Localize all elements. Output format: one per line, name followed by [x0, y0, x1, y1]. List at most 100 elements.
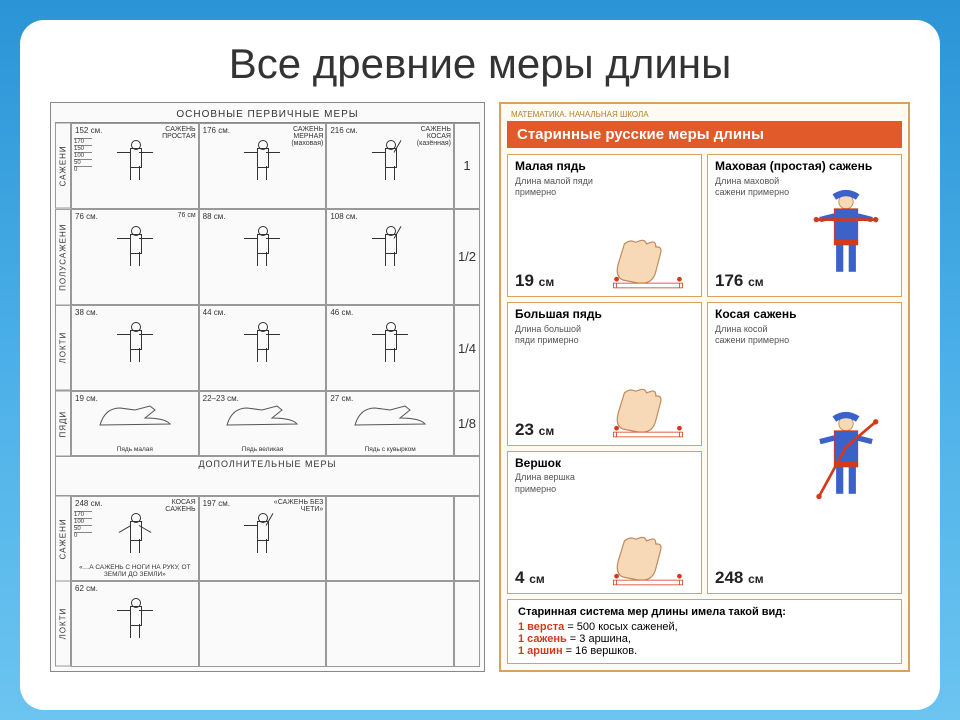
- cell-note: Пядь с кувырком: [329, 446, 451, 453]
- left-extra-header: ДОПОЛНИТЕЛЬНЫЕ МЕРЫ: [55, 456, 480, 496]
- empty-cell: [326, 581, 454, 667]
- slide-card: Все древние меры длины ОСНОВНЫЕ ПЕРВИЧНЫ…: [20, 20, 940, 710]
- figure-icon: [121, 322, 149, 364]
- measure-card: Маховая (простая) сажень Длина маховой с…: [707, 154, 902, 297]
- empty-cell: [454, 581, 480, 667]
- measure-cell: 38 см.: [71, 305, 199, 391]
- figure-icon: [248, 513, 276, 555]
- measure-cell: 27 см. Пядь с кувырком: [326, 391, 454, 457]
- figure-icon: [376, 140, 404, 182]
- cell-measure-sub: САЖЕНЬ КОСАЯ (казённая): [401, 126, 451, 147]
- measure-cell: 44 см.: [199, 305, 327, 391]
- cell-measure-label: 152 см.: [75, 126, 102, 135]
- figure-icon: [121, 598, 149, 640]
- measure-value: 176 см: [715, 271, 794, 291]
- cell-measure-sub: КОСАЯ САЖЕНЬ: [146, 499, 196, 513]
- footer-line: 1 сажень = 3 аршина,: [518, 633, 891, 645]
- measure-cell: 76 см. 76 см: [71, 209, 199, 306]
- poster-left: ОСНОВНЫЕ ПЕРВИЧНЫЕ МЕРЫ САЖЕНИ 152 см. САЖ…: [50, 102, 485, 672]
- measure-cell: 22–23 см.Пядь великая: [199, 391, 327, 457]
- row-label: ПОЛУСАЖЕНИ: [55, 209, 71, 306]
- measure-card: Малая пядь Длина малой пяди примерно 19 …: [507, 154, 702, 297]
- poster-row: ОСНОВНЫЕ ПЕРВИЧНЫЕ МЕРЫ САЖЕНИ 152 см. САЖ…: [50, 102, 910, 672]
- hand-span-icon: [350, 400, 430, 430]
- figure-icon: [248, 322, 276, 364]
- measure-value: 248 см: [715, 568, 794, 588]
- measure-desc: Длина маховой сажени примерно: [715, 176, 794, 199]
- left-header: ОСНОВНЫЕ ПЕРВИЧНЫЕ МЕРЫ: [55, 107, 480, 123]
- footer-lines: 1 верста = 500 косых саженей,1 сажень = …: [518, 621, 891, 657]
- hand-span-icon: [222, 400, 302, 430]
- footer-line: 1 верста = 500 косых саженей,: [518, 621, 891, 633]
- poster-right: МАТЕМАТИКА. НАЧАЛЬНАЯ ШКОЛА Старинные ру…: [499, 102, 910, 672]
- fraction-label: 1/4: [454, 305, 480, 391]
- measure-cell: 197 см. «САЖЕНЬ БЕЗ ЧЕТИ»: [199, 496, 327, 582]
- footer-rhs: = 3 аршина,: [570, 633, 631, 645]
- figure-icon: [121, 513, 149, 555]
- right-footer: Старинная система мер длины имела такой …: [507, 599, 902, 664]
- row-label: ПЯДИ: [55, 391, 71, 457]
- cell-measure-label: 27 см.: [330, 394, 353, 403]
- figure-icon: [121, 226, 149, 268]
- measure-desc: Длина большой пяди примерно: [515, 324, 597, 347]
- cell-measure-sub: «САЖЕНЬ БЕЗ ЧЕТИ»: [273, 499, 323, 513]
- measure-value: 19 см: [515, 271, 597, 291]
- cell-note: Пядь малая: [74, 446, 196, 453]
- measure-desc: Длина косой сажени примерно: [715, 324, 794, 347]
- cell-measure-sub: САЖЕНЬ МЕРНАЯ (маховая): [273, 126, 323, 147]
- measure-desc: Длина вершка примерно: [515, 472, 597, 495]
- hand-span-icon: [95, 400, 175, 430]
- measure-name: Большая пядь: [515, 308, 694, 322]
- slide-title: Все древние меры длины: [50, 40, 910, 88]
- footer-lhs: 1 верста: [518, 621, 564, 633]
- empty-cell: [454, 496, 480, 582]
- cell-measure-label: 38 см.: [75, 308, 98, 317]
- row-label: САЖЕНИ: [55, 496, 71, 582]
- measure-card: Большая пядь Длина большой пяди примерно…: [507, 302, 702, 445]
- cell-measure-label: 197 см.: [203, 499, 230, 508]
- right-grid: Малая пядь Длина малой пяди примерно 19 …: [507, 154, 902, 594]
- figure-icon: [248, 226, 276, 268]
- hand-icon: [608, 533, 688, 588]
- hand-icon: [608, 385, 688, 440]
- cell-measure-label: 176 см.: [203, 126, 230, 135]
- cell-measure-label: 19 см.: [75, 394, 98, 403]
- figure-icon: [376, 226, 404, 268]
- footer-title: Старинная система мер длины имела такой …: [518, 606, 891, 618]
- right-topnote: МАТЕМАТИКА. НАЧАЛЬНАЯ ШКОЛА: [507, 110, 902, 121]
- footer-rhs: = 16 вершков.: [566, 645, 638, 657]
- cell-measure-sub: САЖЕНЬ ПРОСТАЯ: [146, 126, 196, 140]
- measure-name: Малая пядь: [515, 160, 694, 174]
- footer-rhs: = 500 косых саженей,: [567, 621, 677, 633]
- measure-cell: 19 см. Пядь малая: [71, 391, 199, 457]
- cell-measure-label: 46 см.: [330, 308, 353, 317]
- measure-cell: 108 см.: [326, 209, 454, 306]
- left-grid: САЖЕНИ152 см.САЖЕНЬ ПРОСТАЯ1701501005001…: [55, 123, 480, 667]
- right-title: Старинные русские меры длины: [507, 121, 902, 148]
- measure-name: Маховая (простая) сажень: [715, 160, 894, 174]
- cell-measure-label: 88 см.: [203, 212, 226, 221]
- measure-cell: 176 см. САЖЕНЬ МЕРНАЯ (маховая): [199, 123, 327, 209]
- cell-measure-label: 108 см.: [330, 212, 357, 221]
- scale-ruler-icon: 170150100500: [74, 138, 92, 206]
- cell-measure-label: 76 см.: [75, 212, 98, 221]
- measure-cell: 216 см.САЖЕНЬ КОСАЯ (казённая): [326, 123, 454, 209]
- fraction-label: 1/8: [454, 391, 480, 457]
- empty-cell: [199, 581, 327, 667]
- cell-measure-label: 248 см.: [75, 499, 102, 508]
- empty-cell: [326, 496, 454, 582]
- measure-card: Косая сажень Длина косой сажени примерно…: [707, 302, 902, 594]
- footer-lhs: 1 сажень: [518, 633, 567, 645]
- measure-card: Вершок Длина вершка примерно 4 см: [507, 451, 702, 594]
- measure-name: Вершок: [515, 457, 694, 471]
- measure-value: 4 см: [515, 568, 597, 588]
- hand-icon: [608, 236, 688, 291]
- row-label: ЛОКТИ: [55, 305, 71, 391]
- cell-measure-sub: 76 см: [178, 212, 196, 219]
- measure-cell: 88 см.: [199, 209, 327, 306]
- row-label: САЖЕНИ: [55, 123, 71, 209]
- measure-cell: 152 см. САЖЕНЬ ПРОСТАЯ 170150100500: [71, 123, 199, 209]
- person-icon: [811, 411, 881, 501]
- footer-lhs: 1 аршин: [518, 645, 563, 657]
- figure-icon: [376, 322, 404, 364]
